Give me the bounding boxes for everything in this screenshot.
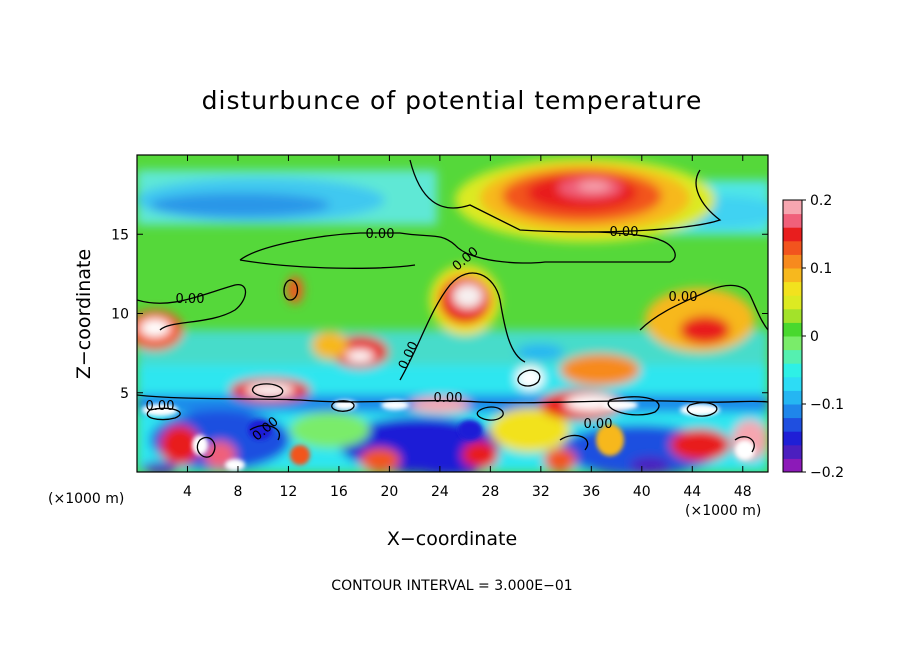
- colorbar-swatch: [783, 404, 802, 419]
- contour-label: 0.00: [366, 227, 395, 242]
- colorbar-tick-label: −0.2: [810, 465, 844, 481]
- y-tick-label: 10: [111, 307, 129, 323]
- contour-label: 0.00: [610, 225, 639, 240]
- colorbar-swatch: [783, 213, 802, 228]
- colorbar-swatch: [783, 417, 802, 432]
- colorbar-swatch: [783, 268, 802, 283]
- colorbar-swatch: [783, 254, 802, 269]
- y-axis-ticks: 5 10 15: [111, 227, 768, 402]
- contour-label: 0.00: [669, 290, 698, 305]
- colorbar-tick-label: 0.2: [810, 193, 832, 209]
- x-tick-label: 20: [380, 484, 398, 500]
- x-axis-ticks: 4 8 12 16 20 24 28 32 36 40 44 48: [183, 155, 752, 500]
- contour-interval-text: CONTOUR INTERVAL = 3.000E−01: [331, 578, 573, 594]
- x-tick-label: 4: [183, 484, 192, 500]
- chart-title: disturbunce of potential temperature: [201, 86, 703, 115]
- colorbar-swatch: [783, 308, 802, 323]
- colorbar-swatch: [783, 227, 802, 242]
- x-tick-label: 48: [734, 484, 752, 500]
- y-tick-label: 15: [111, 227, 129, 243]
- colorbar-tick-label: 0.1: [810, 261, 832, 277]
- colorbar-swatch: [783, 200, 802, 215]
- x-tick-label: 44: [683, 484, 701, 500]
- colorbar-swatch: [783, 444, 802, 459]
- colorbar-swatch: [783, 431, 802, 446]
- contour-label: 0.00: [584, 417, 613, 432]
- colorbar-swatch: [783, 322, 802, 337]
- colorbar-swatch: [783, 376, 802, 391]
- colorbar-tick-label: 0: [810, 329, 819, 345]
- x-unit-right: (×1000 m): [685, 503, 762, 519]
- x-tick-label: 32: [532, 484, 550, 500]
- colorbar-swatch: [783, 363, 802, 378]
- x-tick-label: 16: [330, 484, 348, 500]
- y-axis-label: Z−coordinate: [73, 248, 95, 380]
- x-tick-label: 12: [280, 484, 298, 500]
- colorbar-swatch: [783, 281, 802, 296]
- heatmap-field: [137, 155, 768, 472]
- colorbar: 0.2 0.1 0 −0.1 −0.2: [782, 193, 844, 481]
- colorbar-swatch: [783, 458, 802, 473]
- contour-label: 0.00: [146, 399, 175, 414]
- colorbar-swatch: [783, 390, 802, 405]
- colorbar-tick-label: −0.1: [810, 397, 844, 413]
- colorbar-swatch: [783, 336, 802, 351]
- y-tick-label: 5: [120, 386, 129, 402]
- x-tick-label: 28: [481, 484, 499, 500]
- colorbar-swatch: [783, 295, 802, 310]
- colorbar-swatch: [783, 240, 802, 255]
- colorbar-swatch: [783, 349, 802, 364]
- x-tick-label: 24: [431, 484, 449, 500]
- x-tick-label: 36: [582, 484, 600, 500]
- x-tick-label: 8: [233, 484, 242, 500]
- x-axis-label: X−coordinate: [386, 528, 518, 550]
- contour-label: 0.00: [434, 391, 463, 406]
- x-unit-left: (×1000 m): [48, 491, 125, 507]
- x-tick-label: 40: [633, 484, 651, 500]
- contour-label: 0.00: [176, 292, 205, 307]
